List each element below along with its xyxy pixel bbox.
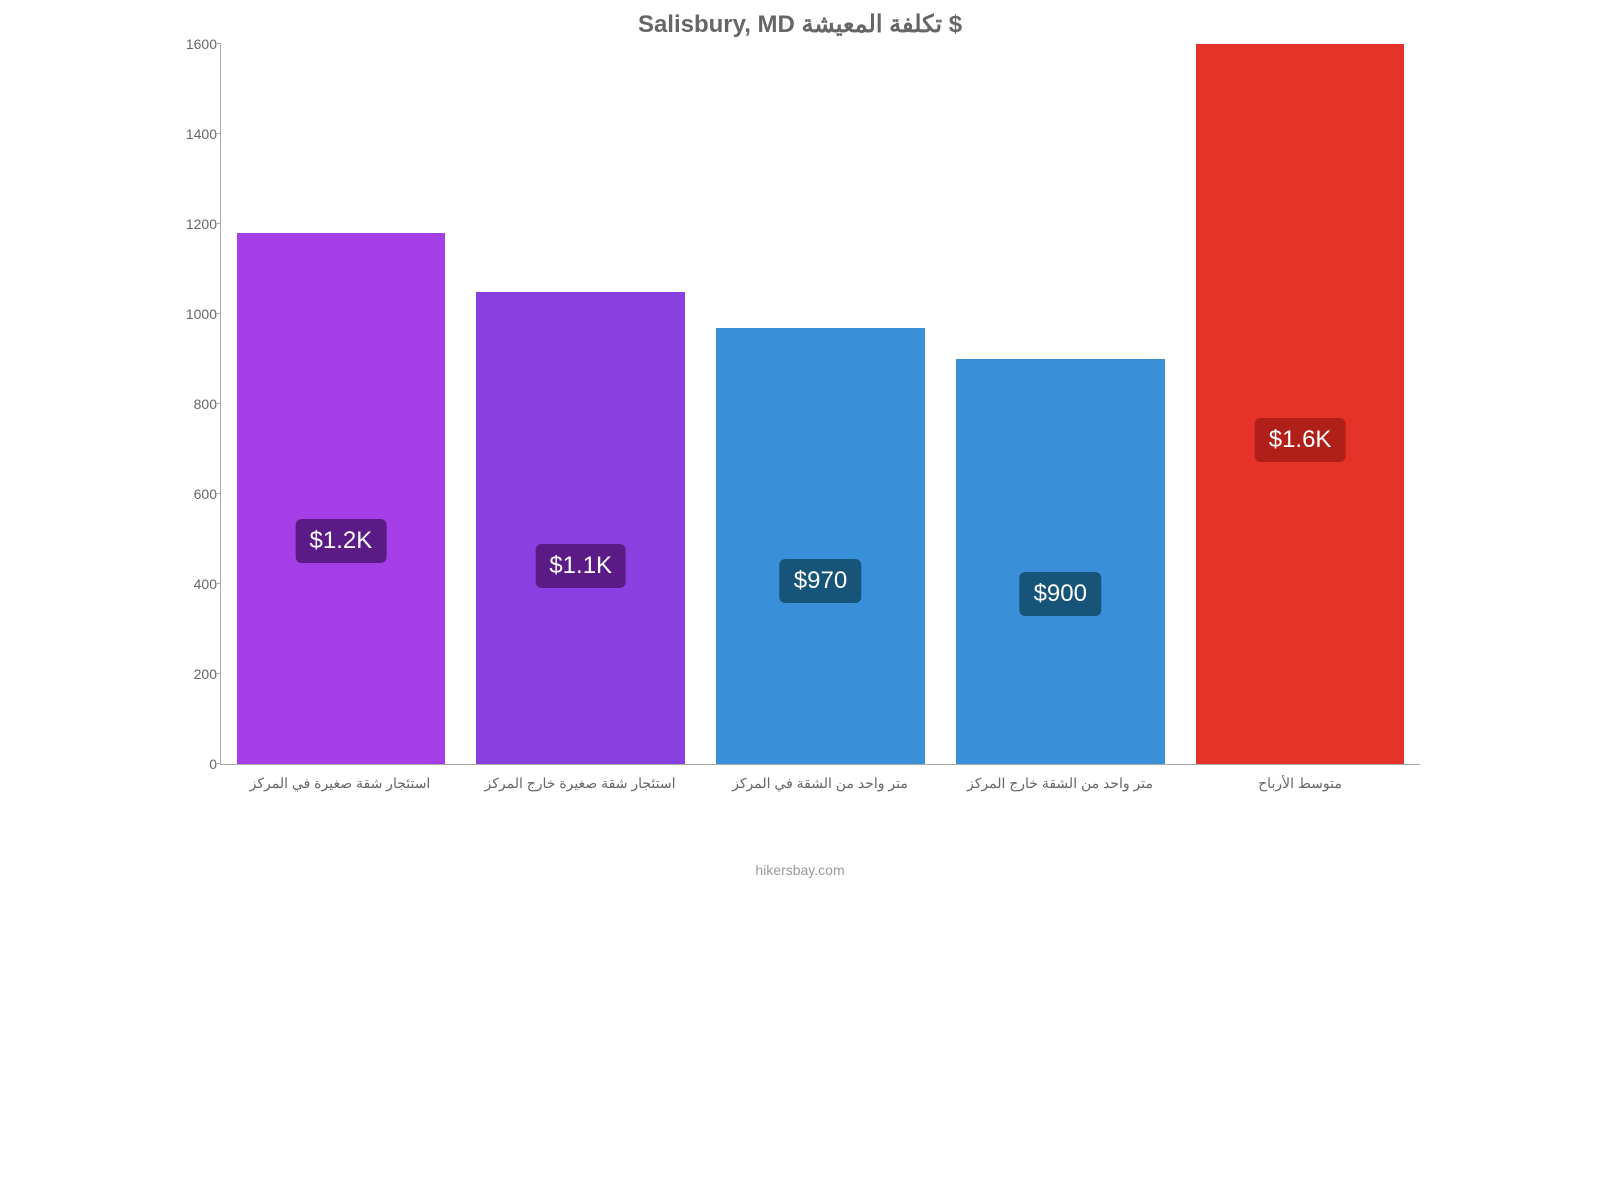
y-tick: 1000 xyxy=(173,306,217,322)
x-axis-label: متر واحد من الشقة خارج المركز xyxy=(940,775,1180,792)
y-tick-label: 1000 xyxy=(186,306,217,322)
y-tick: 400 xyxy=(173,576,217,592)
bar: $970 xyxy=(716,328,925,765)
bars-group: $1.2K $1.1K $970 $900 $1.6K xyxy=(221,45,1420,764)
y-tick-label: 600 xyxy=(194,486,217,502)
x-axis-label: متوسط الأرباح xyxy=(1180,775,1420,792)
value-badge: $1.2K xyxy=(296,519,387,563)
y-tick-label: 400 xyxy=(194,576,217,592)
chart-title: Salisbury, MD تكلفة المعيشة $ xyxy=(160,10,1440,39)
chart-container: Salisbury, MD تكلفة المعيشة $ $1.2K $1.1K… xyxy=(160,0,1440,960)
value-badge: $900 xyxy=(1020,572,1101,616)
y-tick: 200 xyxy=(173,666,217,682)
x-axis-label: استئجار شقة صغيرة في المركز xyxy=(220,775,460,792)
value-badge: $1.1K xyxy=(535,544,626,588)
y-tick-mark xyxy=(217,223,221,224)
y-tick: 1200 xyxy=(173,216,217,232)
bar: $1.1K xyxy=(476,292,685,765)
y-tick-mark xyxy=(217,763,221,764)
y-tick-mark xyxy=(217,493,221,494)
y-tick: 1600 xyxy=(173,36,217,52)
bar: $900 xyxy=(956,359,1165,764)
bar: $1.6K xyxy=(1196,44,1405,764)
y-tick-label: 1400 xyxy=(186,126,217,142)
y-tick: 0 xyxy=(173,756,217,772)
x-axis-label: استئجار شقة صغيرة خارج المركز xyxy=(460,775,700,792)
y-tick: 1400 xyxy=(173,126,217,142)
y-tick-label: 0 xyxy=(209,756,217,772)
bar-slot: $970 xyxy=(701,45,941,764)
y-tick-mark xyxy=(217,673,221,674)
y-tick-label: 1600 xyxy=(186,36,217,52)
y-tick-label: 1200 xyxy=(186,216,217,232)
y-tick-mark xyxy=(217,133,221,134)
bar: $1.2K xyxy=(237,233,446,764)
attribution-text: hikersbay.com xyxy=(160,862,1440,878)
bar-slot: $1.2K xyxy=(221,45,461,764)
y-tick-mark xyxy=(217,43,221,44)
bar-slot: $1.6K xyxy=(1180,45,1420,764)
y-tick-mark xyxy=(217,403,221,404)
bar-slot: $900 xyxy=(940,45,1180,764)
value-badge: $970 xyxy=(780,559,861,603)
y-tick-mark xyxy=(217,583,221,584)
y-tick-mark xyxy=(217,313,221,314)
x-axis-label: متر واحد من الشقة في المركز xyxy=(700,775,940,792)
x-axis-labels: استئجار شقة صغيرة في المركزاستئجار شقة ص… xyxy=(220,775,1420,792)
y-tick-label: 800 xyxy=(194,396,217,412)
plot-area: $1.2K$1.1K$970$900$1.6K 0200400600800100… xyxy=(220,45,1420,765)
value-badge: $1.6K xyxy=(1255,418,1346,462)
y-tick-label: 200 xyxy=(194,666,217,682)
y-tick: 800 xyxy=(173,396,217,412)
y-tick: 600 xyxy=(173,486,217,502)
bar-slot: $1.1K xyxy=(461,45,701,764)
